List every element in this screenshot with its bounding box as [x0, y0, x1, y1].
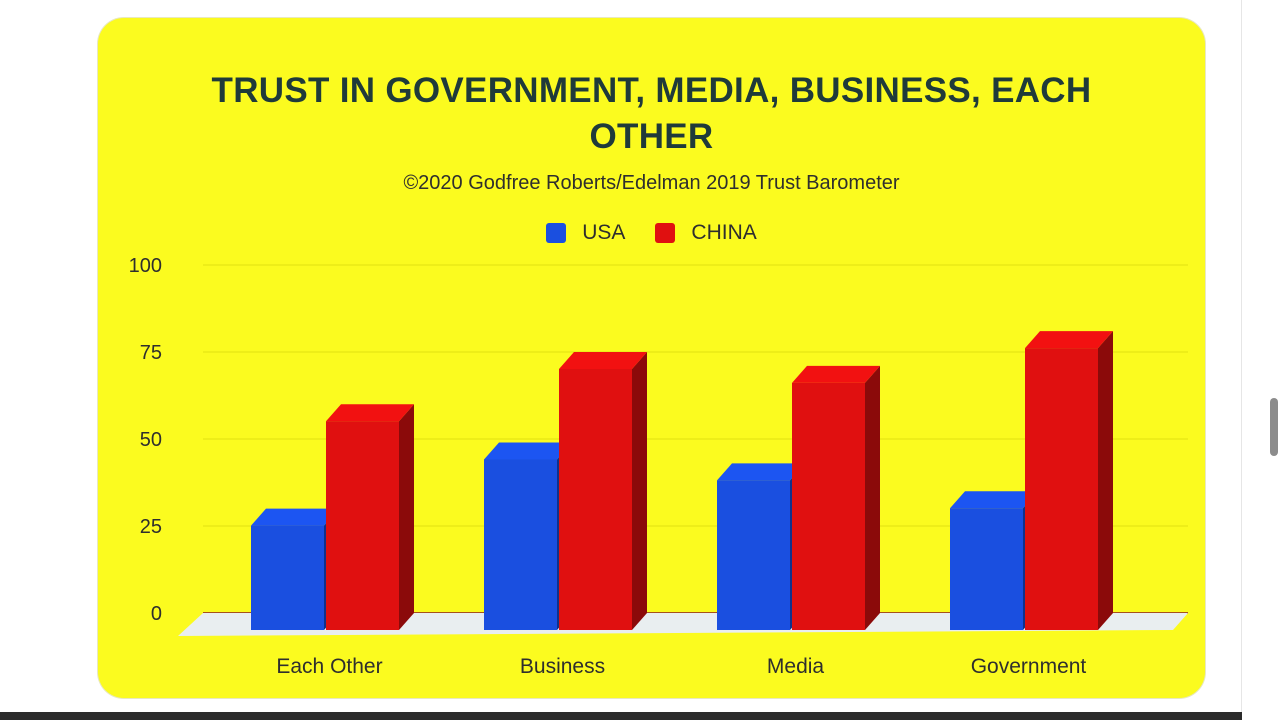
- china-bar-media: [792, 382, 865, 630]
- legend-label-china: CHINA: [691, 221, 757, 244]
- chart-title: TRUST IN GOVERNMENT, MEDIA, BUSINESS, EA…: [98, 68, 1205, 160]
- usa-bar-business-top: [484, 442, 572, 460]
- china-bar-each-other-side: [399, 404, 414, 630]
- x-tick-label: Each Other: [276, 655, 382, 678]
- usa-bar-media: [717, 480, 790, 630]
- y-tick-label: 75: [140, 342, 162, 364]
- window-bottom-edge: [0, 712, 1242, 720]
- chart-floor: [178, 613, 1188, 636]
- china-bar-business-top: [559, 352, 647, 369]
- china-bar-each-other: [326, 421, 399, 630]
- y-tick-label: 50: [140, 429, 162, 451]
- legend-item-usa: USA: [546, 221, 625, 245]
- usa-bar-each-other: [251, 525, 324, 630]
- china-bar-government-top: [1025, 331, 1113, 349]
- china-bar-business-side: [632, 352, 647, 630]
- y-tick-label: 25: [140, 516, 162, 538]
- chart-title-line-1: TRUST IN GOVERNMENT, MEDIA, BUSINESS, EA…: [211, 71, 1092, 110]
- x-tick-label: Media: [767, 655, 825, 678]
- legend-swatch-china: [655, 223, 676, 243]
- x-tick-label: Government: [971, 655, 1087, 678]
- china-bar-media-side: [865, 365, 880, 630]
- legend-label-usa: USA: [582, 221, 626, 244]
- usa-bar-business: [484, 459, 557, 630]
- usa-bar-government-top: [950, 491, 1038, 509]
- y-tick-label: 0: [151, 603, 162, 625]
- bar-chart-plot: 0 25 50 75 100 Each Other Business Media Governm…: [129, 255, 1188, 678]
- usa-bar-media-top: [717, 463, 805, 481]
- chart-subtitle: ©2020 Godfree Roberts/Edelman 2019 Trust…: [403, 172, 900, 194]
- china-bar-each-other-top: [326, 404, 414, 422]
- chart-title-line-2: OTHER: [589, 117, 714, 156]
- chart-card: TRUST IN GOVERNMENT, MEDIA, BUSINESS, EA…: [98, 18, 1205, 698]
- chart-legend: USA CHINA: [98, 221, 1205, 245]
- usa-bar-each-other-top: [251, 508, 339, 526]
- usa-bar-government: [950, 508, 1023, 630]
- y-tick-label: 100: [129, 255, 162, 277]
- scrollbar-thumb[interactable]: [1270, 398, 1278, 456]
- china-bar-government-side: [1098, 331, 1113, 630]
- china-bar-media-top: [792, 365, 880, 383]
- china-bar-government: [1025, 348, 1098, 630]
- legend-item-china: CHINA: [655, 221, 757, 245]
- china-bar-business: [559, 369, 632, 630]
- x-tick-label: Business: [520, 655, 605, 678]
- legend-swatch-usa: [546, 223, 567, 243]
- page-scrollbar[interactable]: [1241, 0, 1280, 720]
